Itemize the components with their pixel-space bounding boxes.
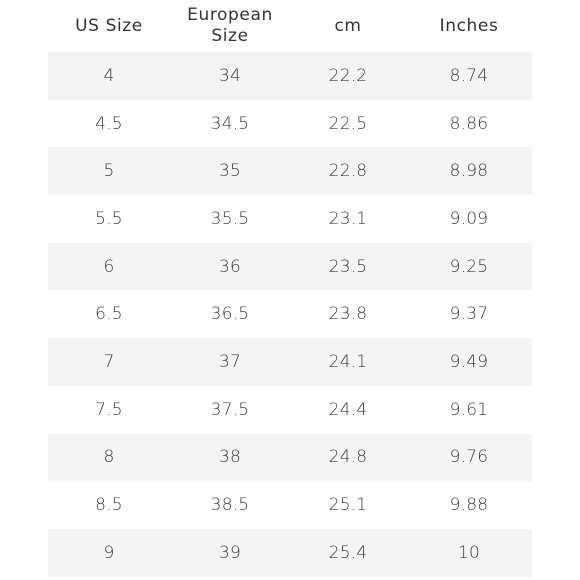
us-size-cell: 9 (103, 542, 115, 563)
table-row: 4 34 22.2 8.74 (48, 52, 532, 100)
cm-cell: 22.8 (328, 161, 368, 182)
european-size-cell: 37.5 (210, 399, 250, 420)
us-size-cell: 6 (103, 256, 115, 277)
inches-cell: 8.86 (449, 113, 489, 134)
european-size-cell: 36.5 (210, 304, 250, 325)
table-row: 6 36 23.5 9.25 (48, 242, 532, 291)
table-row: 7 37 24.1 9.49 (48, 338, 532, 386)
cm-cell: 22.5 (328, 113, 368, 134)
table-row: 8.5 38.5 25.1 9.88 (48, 481, 532, 529)
european-size-cell: 35.5 (210, 208, 250, 229)
header-cm: cm (334, 15, 362, 36)
header-inches: Inches (439, 15, 499, 36)
table-row: 8 38 24.8 9.76 (48, 433, 532, 482)
us-size-cell: 7.5 (95, 399, 123, 420)
inches-cell: 9.76 (449, 447, 489, 468)
inches-cell: 10 (457, 542, 481, 563)
us-size-cell: 6.5 (95, 304, 123, 325)
cm-cell: 24.8 (328, 447, 368, 468)
inches-cell: 9.25 (449, 256, 489, 277)
us-size-cell: 5.5 (95, 208, 123, 229)
us-size-cell: 8.5 (95, 495, 123, 516)
cm-cell: 25.1 (328, 495, 368, 516)
us-size-cell: 4 (103, 65, 115, 86)
us-size-cell: 4.5 (95, 113, 123, 134)
cm-cell: 23.1 (328, 208, 368, 229)
inches-cell: 9.88 (449, 495, 489, 516)
european-size-cell: 34.5 (210, 113, 250, 134)
us-size-cell: 7 (103, 351, 115, 372)
table-header: US Size European Size cm Inches (48, 0, 532, 52)
cm-cell: 25.4 (328, 542, 368, 563)
header-us-size: US Size (75, 15, 143, 36)
inches-cell: 8.98 (449, 161, 489, 182)
table-row: 7.5 37.5 24.4 9.61 (48, 386, 532, 434)
table-row: 5.5 35.5 23.1 9.09 (48, 195, 532, 243)
inches-cell: 9.61 (449, 399, 489, 420)
european-size-cell: 35 (218, 161, 242, 182)
european-size-cell: 38 (218, 447, 242, 468)
cm-cell: 23.8 (328, 304, 368, 325)
table-row: 5 35 22.8 8.98 (48, 147, 532, 196)
inches-cell: 9.37 (449, 304, 489, 325)
cm-cell: 23.5 (328, 256, 368, 277)
european-size-cell: 39 (218, 542, 242, 563)
inches-cell: 8.74 (449, 65, 489, 86)
cm-cell: 24.1 (328, 351, 368, 372)
us-size-cell: 8 (103, 447, 115, 468)
size-chart-table: US Size European Size cm Inches 4 34 22.… (48, 0, 532, 577)
european-size-cell: 38.5 (210, 495, 250, 516)
cm-cell: 24.4 (328, 399, 368, 420)
table-row: 4.5 34.5 22.5 8.86 (48, 100, 532, 148)
header-european-size: European Size (187, 5, 273, 46)
inches-cell: 9.09 (449, 208, 489, 229)
european-size-cell: 37 (218, 351, 242, 372)
table-row: 9 39 25.4 10 (48, 528, 532, 577)
table-row: 6.5 36.5 23.8 9.37 (48, 290, 532, 338)
inches-cell: 9.49 (449, 351, 489, 372)
european-size-cell: 36 (218, 256, 242, 277)
cm-cell: 22.2 (328, 65, 368, 86)
us-size-cell: 5 (103, 161, 115, 182)
european-size-cell: 34 (218, 65, 242, 86)
